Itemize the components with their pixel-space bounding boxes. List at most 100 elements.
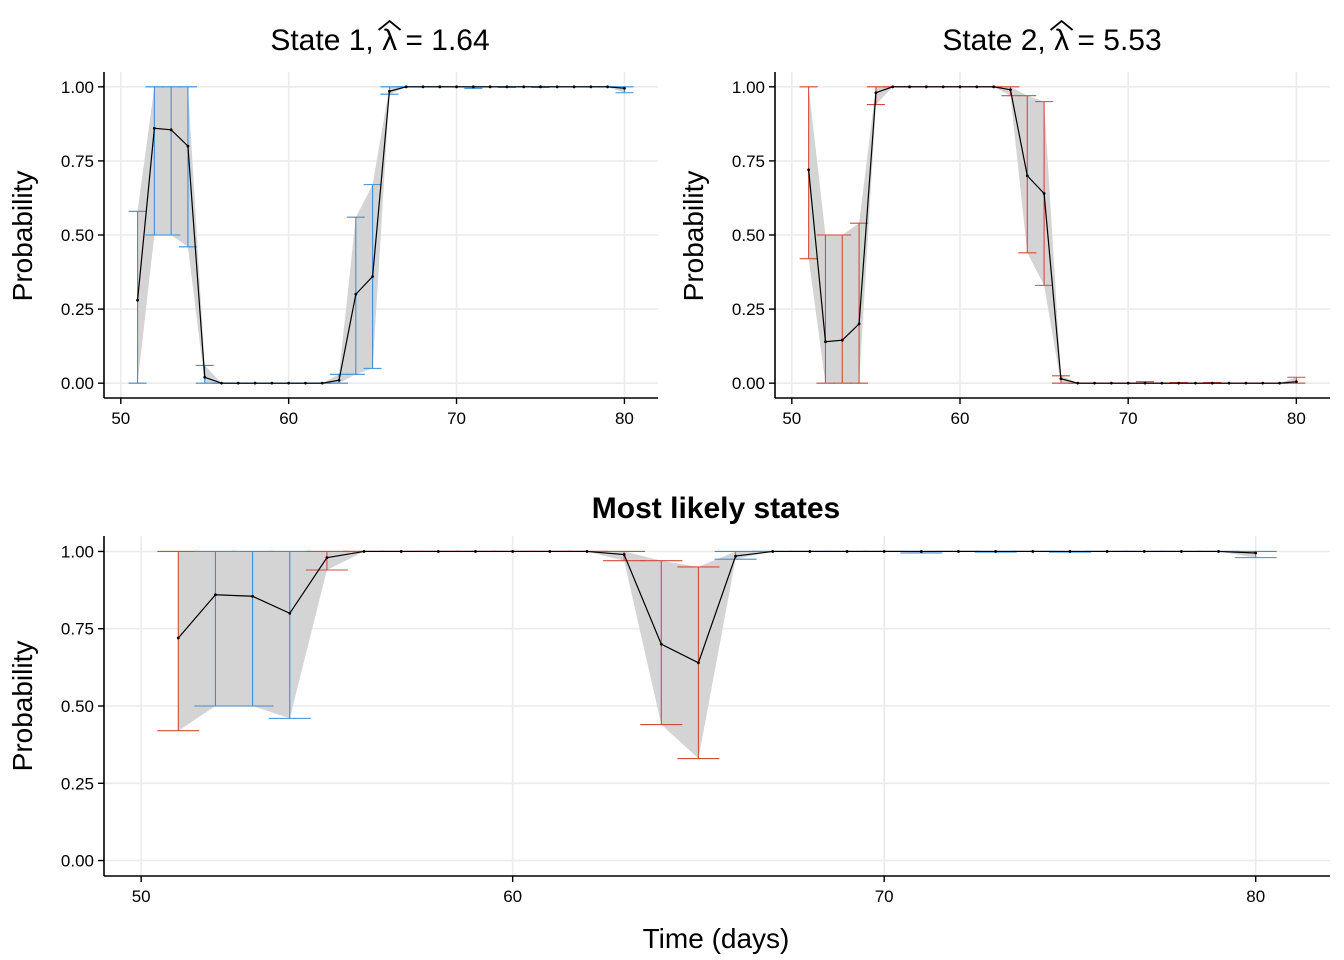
lambda-hat-symbol: λ [1054,24,1069,57]
y-tick-label: 0.75 [732,152,765,171]
mean-point-79 [1278,381,1281,385]
mean-point-53 [169,128,173,132]
mean-point-72 [957,550,960,553]
error-bar-54 [850,222,869,384]
mean-point-80 [1254,551,1258,555]
x-tick-label: 60 [951,409,970,428]
y-tick-label: 0.50 [61,697,94,716]
x-tick-label: 70 [447,409,466,428]
mean-point-63 [622,553,626,556]
y-tick-label: 1.00 [61,542,94,561]
title-prefix: State 2, [942,24,1054,57]
mean-point-78 [589,85,593,89]
confidence-ribbon [178,551,1256,759]
error-bar-55 [305,550,348,571]
panel-state-2: State 2, λ = 5.53 Probability 0.000.250.… [678,24,1330,428]
mean-point-64 [1025,174,1029,178]
mean-point-52 [214,593,217,597]
mean-point-75 [1068,550,1072,553]
mean-point-52 [824,340,827,344]
panel-title-state-2: State 2, λ = 5.53 [942,24,1161,57]
x-tick-label: 80 [615,409,634,428]
x-tick-label: 80 [1246,887,1265,906]
error-bar-52 [816,234,835,384]
mean-point-76 [1227,381,1231,385]
mean-point-66 [1059,377,1063,381]
mean-point-79 [606,85,610,89]
error-bar-52 [145,86,164,236]
mean-point-74 [1194,381,1197,385]
mean-point-77 [1244,381,1248,385]
y-tick-label: 0.50 [61,226,94,245]
error-bar-54 [268,550,311,719]
mean-point-64 [354,292,358,296]
y-axis-label-state-1: Probability [7,171,38,302]
mean-point-61 [548,550,552,553]
mean-point-51 [176,636,180,640]
mean-point-61 [304,381,307,385]
y-tick-label: 1.00 [61,78,94,97]
mean-point-78 [1261,381,1265,385]
mean-point-73 [994,550,998,553]
mean-point-67 [771,550,775,553]
error-bar-53 [162,86,181,236]
mean-point-63 [1009,88,1012,92]
y-tick-label: 0.25 [61,774,94,793]
mean-point-66 [387,89,391,93]
mean-point-70 [882,550,886,553]
mean-point-59 [941,85,945,89]
y-tick-label: 0.75 [61,620,94,639]
mean-point-60 [287,381,291,385]
mean-point-51 [136,298,139,302]
mean-point-77 [572,85,576,89]
mean-point-70 [455,85,458,89]
mean-point-60 [958,85,962,89]
y-tick-label: 0.75 [61,152,94,171]
mean-point-74 [522,85,526,89]
hat-accent-icon [1050,19,1074,31]
error-bar-54 [178,86,197,248]
mean-point-71 [471,85,475,89]
mean-point-68 [421,85,425,89]
lambda-hat-symbol: λ [382,24,397,57]
x-tick-label: 50 [782,409,801,428]
mean-point-73 [505,85,509,89]
mean-point-61 [975,85,979,89]
mean-point-65 [697,661,700,665]
confidence-ribbon [137,86,625,384]
y-tick-label: 0.00 [61,374,94,393]
mean-point-70 [1126,381,1130,385]
mean-point-69 [1109,381,1113,385]
mean-point-57 [399,550,403,553]
mean-line [808,86,1297,384]
panel-title-state-1: State 1, λ = 1.64 [270,24,489,57]
mean-point-77 [1142,550,1146,553]
mean-point-57 [908,85,911,89]
mean-point-80 [1294,380,1298,384]
error-bar-52 [194,550,237,707]
confidence-ribbon [808,86,1297,384]
mean-point-69 [438,85,442,89]
mean-point-76 [1105,550,1109,553]
error-bar-51 [157,550,200,732]
mean-point-56 [220,381,223,385]
mean-point-64 [659,642,663,646]
panel-state-1: State 1, λ = 1.64 Probability 0.000.250.… [7,24,658,428]
mean-point-55 [874,91,878,95]
mean-point-71 [919,550,923,553]
mean-point-59 [474,550,477,553]
mean-point-71 [1143,381,1147,385]
y-tick-label: 1.00 [732,78,765,97]
mean-point-66 [734,554,737,558]
mean-point-53 [251,594,255,598]
x-tick-label: 70 [875,887,894,906]
mean-point-79 [1217,550,1220,553]
mean-line [177,550,1256,664]
mean-point-53 [840,338,844,342]
mean-point-60 [511,550,515,553]
mean-point-65 [1042,192,1046,195]
y-tick-label: 0.25 [732,300,765,319]
x-tick-label: 60 [279,409,298,428]
mean-point-58 [253,381,257,385]
mean-point-67 [1076,381,1080,385]
